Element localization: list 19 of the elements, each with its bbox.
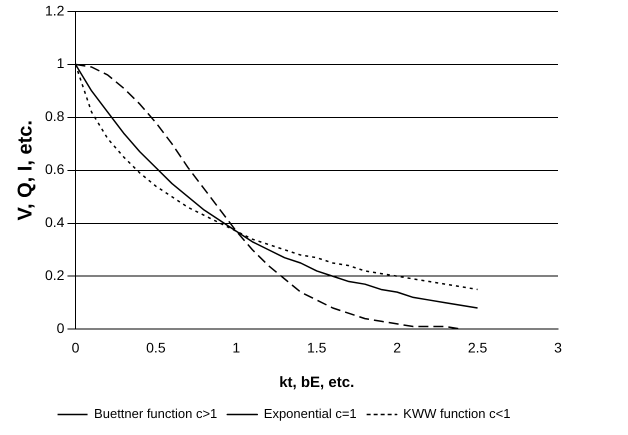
y-tick-label: 1 xyxy=(56,55,65,72)
y-tick-label: 0.4 xyxy=(44,214,65,230)
x-tick-label: 0.5 xyxy=(146,339,166,356)
x-tick-label: 0 xyxy=(72,339,80,356)
y-tick-label: 0.8 xyxy=(44,108,65,124)
y-axis-title: V, Q, I, etc. xyxy=(14,120,37,221)
legend-label: Exponential c=1 xyxy=(264,406,357,422)
x-axis-title: kt, bE, etc. xyxy=(279,374,354,392)
x-tick-label: 3 xyxy=(554,339,562,356)
x-tick-label: 1 xyxy=(232,339,240,356)
y-tick-label: 1.2 xyxy=(44,2,65,18)
x-tick-label: 1.5 xyxy=(306,339,327,356)
y-tick-label: 0.6 xyxy=(44,161,65,178)
x-tick-label: 2 xyxy=(393,339,402,356)
y-tick-label: 0 xyxy=(56,320,65,336)
x-tick-label: 2.5 xyxy=(468,339,488,356)
y-tick-label: 0.2 xyxy=(44,267,65,284)
legend-label: Buettner function c>1 xyxy=(94,406,218,422)
legend-label: KWW function c<1 xyxy=(403,406,510,422)
